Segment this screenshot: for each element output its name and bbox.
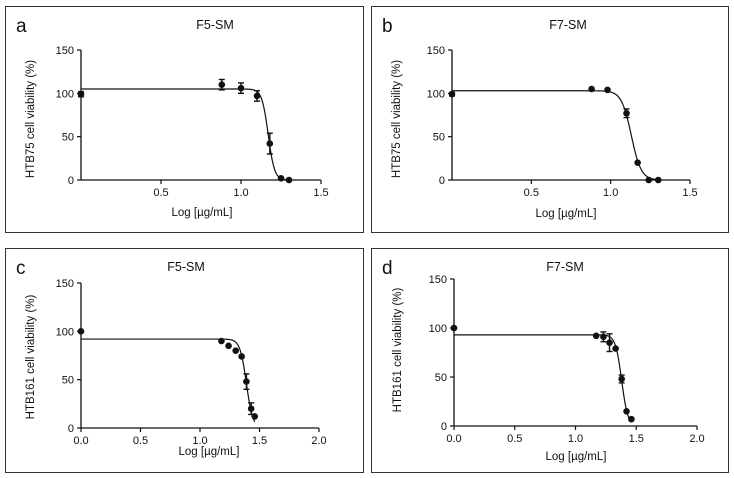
data-point [606,339,613,346]
data-point [634,159,641,166]
data-point [618,375,625,383]
chart-plot-area: 0 50 100 150 0.5 1.0 1.5 [56,45,329,199]
data-point [623,408,630,415]
y-tick-label: 50 [435,372,447,384]
chart-plot-area: 0 50 100 150 0.0 0.5 1.0 1.5 2.0 [429,274,705,445]
data-point [247,405,255,412]
x-tick-label: 1.0 [192,435,207,447]
data-point [218,337,225,345]
panel-letter: c [16,258,26,279]
data-point [232,347,239,354]
panel-b: b F7-SM HTB75 cell viability (%) Log [µg… [371,6,729,233]
x-axis-label: Log [µg/mL] [171,207,233,219]
x-tick-label: 0.5 [133,435,148,447]
y-tick-label: 0 [441,421,447,433]
panel-letter: b [382,16,393,37]
data-point [77,90,85,98]
x-axis-label: Log [µg/mL] [535,208,597,220]
data-point [237,84,245,92]
data-point [592,332,600,340]
y-tick-label: 0 [68,175,74,187]
y-tick-label: 100 [56,88,74,100]
data-point [645,176,653,184]
chart-plot-area: 0 50 100 150 0.0 0.5 1.0 1.5 2.0 [56,278,327,447]
x-tick-label: 1.5 [252,435,267,447]
panel-a: a F5-SM HTB75 cell viability (%) Log [µg… [5,6,364,233]
x-tick-label: 1.0 [233,187,248,199]
y-tick-label: 50 [62,132,74,144]
y-tick-label: 150 [429,274,447,286]
fit-curve [81,88,290,181]
y-tick-label: 100 [429,323,447,335]
x-axis-label: Log [µg/mL] [545,451,607,463]
panel-letter: d [382,258,393,279]
fit-curve [452,90,659,181]
chart-title: F5-SM [196,18,234,32]
data-point [251,413,259,420]
data-point [604,86,611,94]
data-point [243,378,250,385]
data-point [253,92,261,100]
y-tick-label: 100 [56,326,74,338]
x-tick-label: 0.5 [524,187,539,199]
x-tick-label: 2.0 [689,433,704,445]
panel-c: c F5-SM HTB161 cell viability (%) Log [µ… [5,248,364,473]
x-tick-label: 2.0 [311,435,326,447]
x-tick-label: 1.0 [603,187,618,199]
data-point [277,174,285,182]
x-tick-label: 1.5 [313,187,328,199]
data-point [77,328,85,335]
y-tick-label: 0 [439,175,445,187]
data-point [612,345,619,352]
x-tick-label: 1.0 [568,433,583,445]
data-point [266,140,274,147]
chart-title: F5-SM [167,260,205,274]
chart-title: F7-SM [549,18,587,32]
data-point [238,353,245,360]
data-point [654,176,662,184]
data-point [285,176,293,184]
x-axis-label: Log [µg/mL] [178,446,240,458]
data-point [450,324,458,332]
y-tick-label: 50 [62,375,74,387]
data-point [225,342,232,350]
y-tick-label: 150 [427,45,445,57]
fit-curve [81,338,256,423]
chart-plot-area: 0 50 100 150 0.5 1.0 1.5 [427,45,698,199]
panel-letter: a [16,16,27,37]
y-tick-label: 150 [56,278,74,290]
data-point [448,90,456,98]
data-point [623,109,630,117]
data-point [588,85,595,93]
data-point [218,81,226,88]
data-point [600,333,607,341]
x-tick-label: 0.5 [153,187,168,199]
y-tick-label: 150 [56,45,74,57]
chart-title: F7-SM [546,260,584,274]
x-tick-label: 0.0 [446,433,461,445]
fit-curve [454,334,632,423]
y-tick-label: 100 [427,88,445,100]
panel-d: d F7-SM HTB161 cell viability (%) Log [µ… [371,248,729,473]
x-tick-label: 0.0 [73,435,88,447]
y-tick-label: 50 [433,132,445,144]
x-tick-label: 0.5 [507,433,522,445]
x-tick-label: 1.5 [682,187,697,199]
data-point [628,415,635,423]
x-tick-label: 1.5 [629,433,644,445]
y-tick-label: 0 [68,423,74,435]
